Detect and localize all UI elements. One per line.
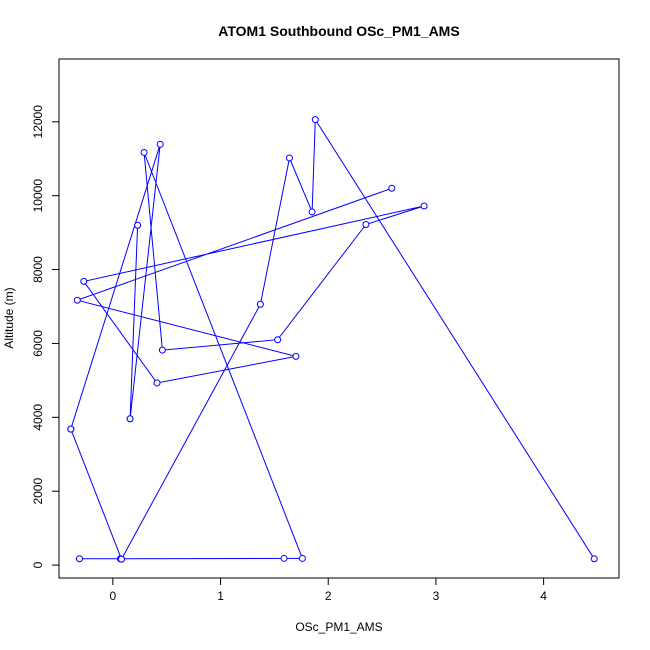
data-point xyxy=(126,415,134,423)
data-point xyxy=(140,148,148,156)
data-point xyxy=(75,555,83,563)
x-tick-label: 1 xyxy=(217,589,224,603)
series-line xyxy=(75,117,595,560)
y-tick-label: 12000 xyxy=(31,105,45,139)
data-point xyxy=(80,277,88,285)
data-point xyxy=(134,221,142,229)
data-point xyxy=(73,296,81,304)
data-point xyxy=(156,140,164,148)
chart-title: ATOM1 Southbound OSc_PM1_AMS xyxy=(218,23,459,39)
plot-frame xyxy=(58,58,620,579)
data-point xyxy=(388,184,396,192)
data-point xyxy=(117,555,125,563)
data-point xyxy=(420,202,428,210)
data-point xyxy=(292,352,300,360)
y-tick-label: 2000 xyxy=(31,478,45,505)
y-tick-label: 6000 xyxy=(31,330,45,357)
data-point xyxy=(280,554,288,562)
y-axis-label: Altitude (m) xyxy=(2,287,16,348)
data-point xyxy=(256,300,264,308)
data-point xyxy=(158,346,166,354)
x-axis-label: OSc_PM1_AMS xyxy=(295,620,382,634)
data-point xyxy=(285,154,293,162)
data-point xyxy=(590,555,598,563)
y-tick-label: 0 xyxy=(31,561,45,568)
data-point xyxy=(298,554,306,562)
y-tick-label: 4000 xyxy=(31,404,45,431)
data-point xyxy=(274,336,282,344)
x-tick-label: 0 xyxy=(110,589,117,603)
x-tick-label: 3 xyxy=(433,589,440,603)
y-tick-label: 8000 xyxy=(31,256,45,283)
y-axis: 0 2000 4000 6000 8000 10000 12000 xyxy=(31,105,60,568)
data-point xyxy=(311,116,319,124)
data-point xyxy=(308,208,316,216)
data-point xyxy=(153,379,161,387)
data-point xyxy=(67,425,75,433)
x-tick-label: 4 xyxy=(540,589,547,603)
series-line xyxy=(70,428,122,560)
series-line xyxy=(70,144,161,430)
data-point xyxy=(362,220,370,228)
y-tick-label: 10000 xyxy=(31,179,45,213)
x-tick-label: 2 xyxy=(325,589,332,603)
series-layer xyxy=(67,116,598,563)
x-axis: 0 1 2 3 4 xyxy=(110,577,547,603)
